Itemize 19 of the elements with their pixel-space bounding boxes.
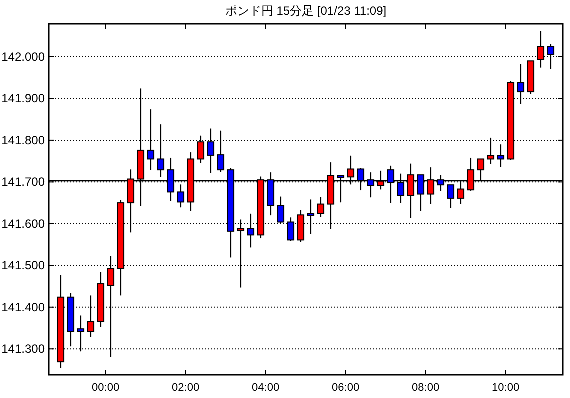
y-tick-label: 141.800 [2, 133, 46, 148]
x-tick-label: 10:00 [492, 382, 520, 394]
candlestick [317, 196, 325, 218]
y-tick-label: 141.900 [2, 92, 46, 106]
candlestick [177, 184, 185, 208]
y-tick-label: 141.500 [2, 258, 46, 273]
y-tick-label: 142.000 [2, 50, 46, 64]
chart-title: ポンド円 15分足 [01/23 11:09] [225, 4, 387, 18]
x-tick-label: 08:00 [412, 382, 440, 394]
x-tick-label: 02:00 [172, 382, 200, 394]
candlestick [447, 184, 455, 210]
y-tick-label: 141.400 [2, 300, 46, 314]
x-tick-label: 00:00 [92, 382, 120, 394]
candlestick [497, 144, 505, 168]
y-tick-label: 141.600 [2, 216, 46, 231]
y-tick-label: 141.700 [2, 175, 46, 190]
y-tick-label: 141.300 [2, 342, 46, 356]
x-tick-label: 04:00 [252, 382, 280, 394]
x-tick-label: 06:00 [332, 382, 360, 394]
